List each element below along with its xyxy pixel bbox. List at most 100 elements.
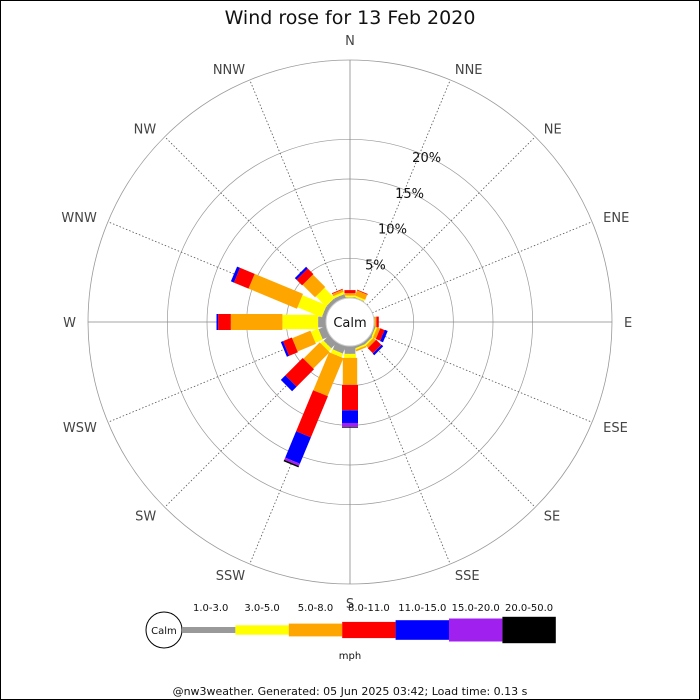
bar-SW-8.0-11.0	[285, 358, 314, 387]
bar-NW-11.0-15.0	[294, 266, 308, 280]
bar-ESE-3.0-5.0	[371, 326, 378, 338]
bar-WSW-11.0-15.0	[280, 341, 290, 357]
bar-NW-3.0-5.0	[315, 287, 335, 307]
unit-label: mph	[339, 651, 361, 662]
bar-WNW-3.0-5.0	[297, 295, 327, 318]
legend-swatch-15.0-20.0	[449, 618, 503, 642]
bar-SW-1.0-3.0	[323, 335, 337, 349]
legend-swatch-3.0-5.0	[235, 625, 289, 635]
legend-label-8.0-11.0: 8.0-11.0	[348, 603, 390, 614]
spoke-ESE	[372, 330, 593, 423]
bar-SSE-3.0-5.0	[355, 344, 366, 350]
bar-SE-3.0-5.0	[364, 336, 374, 346]
bar-W-1.0-3.0	[318, 316, 326, 328]
bar-S-8.0-11.0	[342, 384, 358, 411]
direction-label-SSW: SSW	[216, 569, 246, 584]
direction-label-NNW: NNW	[213, 63, 245, 78]
bar-SSE-1.0-3.0	[354, 342, 365, 349]
bar-SSW-3.0-5.0	[330, 349, 344, 358]
bar-SSW-11.0-15.0	[285, 431, 311, 464]
tick-label-10%: 10%	[378, 223, 407, 238]
bar-SE-1.0-3.0	[363, 335, 373, 345]
direction-label-E: E	[624, 316, 632, 331]
radial-tick-labels: 5% 10% 15% 20%	[365, 151, 441, 273]
direction-bars	[216, 266, 388, 468]
bar-WSW-5.0-8.0	[292, 330, 316, 352]
legend-label-20.0-50.0: 20.0-50.0	[505, 603, 553, 614]
direction-label-ENE: ENE	[603, 211, 629, 226]
bar-SSE-5.0-8.0	[355, 345, 367, 352]
bar-W-5.0-8.0	[230, 314, 283, 330]
bar-NNW-1.0-3.0	[334, 294, 346, 302]
bar-NW-1.0-3.0	[326, 298, 337, 309]
bar-WSW-8.0-11.0	[283, 337, 298, 356]
bar-ESE-1.0-3.0	[370, 326, 376, 337]
legend-swatch-11.0-15.0	[395, 620, 449, 640]
chart-title: Wind rose for 13 Feb 2020	[225, 7, 476, 29]
legend-label-1.0-3.0: 1.0-3.0	[193, 603, 228, 614]
legend-swatch-8.0-11.0	[342, 621, 396, 639]
bar-NNE-3.0-5.0	[354, 295, 365, 302]
bar-WNW-5.0-8.0	[248, 273, 303, 309]
spoke-NNE	[358, 79, 451, 300]
direction-label-SW: SW	[135, 510, 156, 525]
tick-label-20%: 20%	[412, 151, 441, 166]
bar-S-1.0-3.0	[344, 346, 356, 354]
bar-NNE-5.0-8.0	[355, 290, 368, 300]
direction-label-NW: NW	[134, 122, 157, 137]
direction-label-WNW: WNW	[61, 211, 97, 226]
bar-E-5.0-8.0	[374, 316, 377, 328]
bar-SW-11.0-15.0	[280, 375, 297, 392]
bar-ESE-11.0-15.0	[380, 329, 388, 343]
legend-swatch-1.0-3.0	[182, 627, 236, 633]
bar-SE-8.0-11.0	[367, 339, 382, 354]
bar-NNW-5.0-8.0	[332, 289, 344, 297]
spoke-ENE	[372, 221, 593, 314]
legend-label-5.0-8.0: 5.0-8.0	[298, 603, 333, 614]
direction-label-NNE: NNE	[455, 63, 483, 78]
legend-label-11.0-15.0: 11.0-15.0	[398, 603, 446, 614]
bar-NW-8.0-11.0	[296, 268, 314, 286]
bar-SSW-5.0-8.0	[313, 352, 344, 397]
bar-WNW-11.0-15.0	[230, 266, 240, 283]
bar-NNW-3.0-5.0	[333, 291, 345, 299]
spoke-NNW	[249, 79, 342, 300]
bar-SE-5.0-8.0	[365, 337, 376, 348]
bar-S-3.0-5.0	[344, 353, 356, 358]
bar-N-3.0-5.0	[344, 295, 356, 298]
direction-label-SE: SE	[544, 510, 560, 525]
legend-calm-label: Calm	[151, 626, 177, 637]
bar-N-5.0-8.0	[344, 293, 356, 296]
bar-W-3.0-5.0	[282, 314, 319, 330]
legend-swatch-5.0-8.0	[288, 623, 343, 637]
bar-NNW-8.0-11.0	[331, 288, 343, 294]
bar-ESE-5.0-8.0	[373, 327, 381, 339]
bar-S-5.0-8.0	[342, 357, 358, 385]
calm-center: Calm	[325, 297, 375, 347]
bar-SW-3.0-5.0	[320, 340, 332, 352]
bar-SE-11.0-15.0	[372, 344, 384, 356]
direction-label-WSW: WSW	[63, 421, 97, 436]
direction-label-SSE: SSE	[455, 569, 480, 584]
legend-label-15.0-20.0: 15.0-20.0	[452, 603, 500, 614]
direction-label-W: W	[63, 316, 76, 331]
spoke-NE	[366, 136, 536, 306]
bar-S-11.0-15.0	[342, 410, 358, 423]
bar-SSW-15.0-20.0	[284, 457, 300, 466]
legend-label-3.0-5.0: 3.0-5.0	[244, 603, 279, 614]
bar-E-8.0-11.0	[376, 316, 379, 328]
bar-ESE-8.0-11.0	[375, 328, 385, 341]
tick-label-15%: 15%	[395, 187, 424, 202]
tick-label-5%: 5%	[365, 259, 386, 274]
bar-WNW-1.0-3.0	[322, 306, 330, 318]
spoke-SE	[366, 338, 536, 508]
direction-label-N: N	[345, 34, 355, 49]
speed-legend: Calm 1.0-3.0 3.0-5.0 5.0-8.0 8.0-11.0 11.0-1…	[145, 603, 556, 649]
bar-NNE-8.0-11.0	[356, 289, 368, 295]
footer-text: @nw3weather. Generated: 05 Jun 2025 03:4…	[173, 685, 528, 698]
direction-label-ESE: ESE	[603, 421, 628, 436]
bar-SW-5.0-8.0	[303, 342, 330, 369]
bar-NW-5.0-8.0	[302, 274, 326, 298]
